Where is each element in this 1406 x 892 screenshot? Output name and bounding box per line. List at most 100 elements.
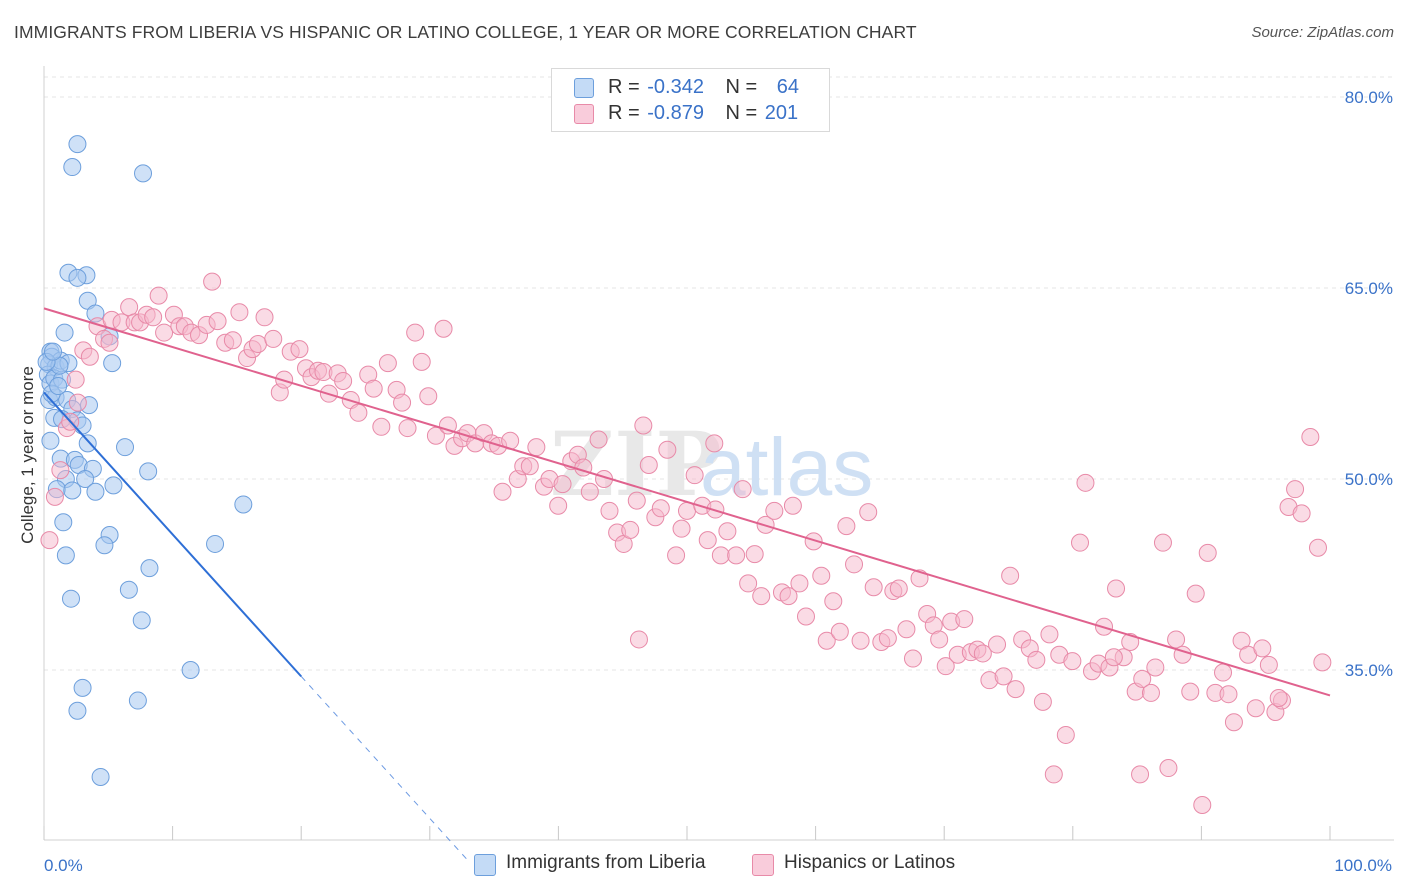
- hispanic-point: [733, 480, 752, 499]
- hispanic-point: [1246, 699, 1265, 718]
- liberia-point: [95, 536, 114, 555]
- hispanic-point: [955, 610, 974, 629]
- bottom-legend-label-hispanic: Hispanics or Latinos: [784, 852, 956, 873]
- hispanic-point: [621, 520, 640, 539]
- hispanic-point: [1133, 669, 1152, 688]
- hispanic-point: [903, 649, 922, 668]
- hispanic-point: [248, 335, 267, 354]
- hispanic-point: [845, 555, 864, 574]
- hispanic-point: [627, 491, 646, 510]
- series-hispanic: [40, 272, 1332, 814]
- axes: [43, 66, 1394, 841]
- liberia-point: [76, 470, 95, 488]
- hispanic-point: [230, 303, 249, 322]
- hispanic-point: [973, 644, 992, 663]
- bottom-legend-label-liberia: Immigrants from Liberia: [506, 852, 706, 873]
- hispanic-point: [658, 440, 677, 459]
- hispanic-point: [155, 323, 174, 342]
- liberia-point: [68, 268, 87, 287]
- tick-labels: 35.0% 50.0% 65.0% 80.0% 0.0% 100.0%: [44, 88, 1393, 875]
- hispanic-point: [672, 519, 691, 538]
- hispanic-point: [520, 457, 539, 476]
- hispanic-point: [1167, 630, 1186, 649]
- liberia-point: [140, 559, 159, 578]
- hispanic-point: [406, 323, 425, 342]
- hispanic-point: [378, 354, 397, 373]
- liberia-point: [54, 513, 73, 532]
- hispanic-point: [580, 482, 599, 501]
- hispanic-point: [438, 416, 457, 435]
- hispanic-point: [1313, 653, 1332, 672]
- hispanic-point: [45, 487, 64, 506]
- legend-n-label: N =: [725, 102, 758, 124]
- hispanic-point: [837, 517, 856, 536]
- y-tick-label: 80.0%: [1345, 88, 1393, 107]
- hispanic-point: [1301, 427, 1320, 446]
- liberia-point: [41, 431, 60, 450]
- hispanic-point: [705, 434, 724, 453]
- hispanic-point: [824, 592, 843, 611]
- hispanic-point: [589, 430, 608, 449]
- hispanic-point: [255, 308, 274, 327]
- hispanic-point: [1153, 533, 1172, 552]
- hispanic-point: [434, 319, 453, 338]
- liberia-point: [49, 377, 68, 396]
- hispanic-point: [68, 393, 87, 412]
- hispanic-point: [1159, 759, 1178, 778]
- hispanic-point: [718, 522, 737, 541]
- liberia-point: [206, 534, 225, 553]
- hispanic-point: [889, 579, 908, 598]
- hispanic-point: [639, 455, 658, 474]
- bottom-legend-swatch-liberia: [474, 854, 496, 876]
- liberia-point: [63, 158, 82, 177]
- hispanic-point: [1292, 504, 1311, 523]
- hispanic-point: [1121, 632, 1140, 651]
- chart-title: IMMIGRANTS FROM LIBERIA VS HISPANIC OR L…: [14, 22, 917, 42]
- source-label: Source: ZipAtlas.com: [1251, 24, 1394, 41]
- hispanic-point: [878, 629, 897, 648]
- hispanic-point: [817, 631, 836, 650]
- liberia-point: [78, 434, 97, 453]
- liberia-point: [91, 767, 110, 786]
- hispanic-point: [1146, 658, 1165, 677]
- hispanic-point: [372, 417, 391, 436]
- hispanic-point: [1104, 648, 1123, 667]
- liberia-point: [56, 546, 75, 565]
- hispanic-point: [1033, 692, 1052, 711]
- hispanic-point: [745, 545, 764, 564]
- hispanic-point: [208, 312, 227, 331]
- hispanic-point: [1107, 579, 1126, 598]
- hispanic-point: [290, 340, 309, 359]
- liberia-point: [134, 164, 153, 183]
- hispanic-point: [144, 308, 163, 327]
- liberia-point: [68, 135, 87, 154]
- series-liberia: [37, 135, 253, 786]
- hispanic-point: [864, 578, 883, 597]
- hispanic-point: [790, 574, 809, 593]
- x-tick-label: 100.0%: [1334, 856, 1392, 875]
- hispanic-point: [1056, 725, 1075, 744]
- y-tick-label: 35.0%: [1345, 661, 1393, 680]
- legend-r-label: R =: [608, 76, 640, 98]
- liberia-point: [86, 482, 105, 501]
- hispanic-point: [334, 371, 353, 390]
- hispanic-point: [223, 331, 242, 350]
- hispanic-point: [994, 667, 1013, 686]
- grid-lines: [44, 76, 1394, 671]
- liberia-point: [68, 701, 87, 720]
- hispanic-point: [1141, 683, 1160, 702]
- liberia-point: [181, 661, 200, 679]
- liberia-point: [103, 354, 122, 373]
- watermark-atlas: atlas: [700, 422, 873, 513]
- hispanic-point: [1131, 765, 1150, 784]
- liberia-point: [234, 495, 253, 514]
- hispanic-point: [549, 496, 568, 515]
- hispanic-point: [634, 416, 653, 435]
- liberia-trend-line: [43, 391, 302, 678]
- hispanic-point: [727, 546, 746, 565]
- legend: R = -0.342 N = 64 R = -0.879 N = 201: [551, 68, 830, 132]
- bottom-legend-swatch-hispanic: [752, 854, 774, 876]
- hispanic-trend-line: [43, 307, 1331, 697]
- legend-r-value: -0.879: [647, 102, 704, 124]
